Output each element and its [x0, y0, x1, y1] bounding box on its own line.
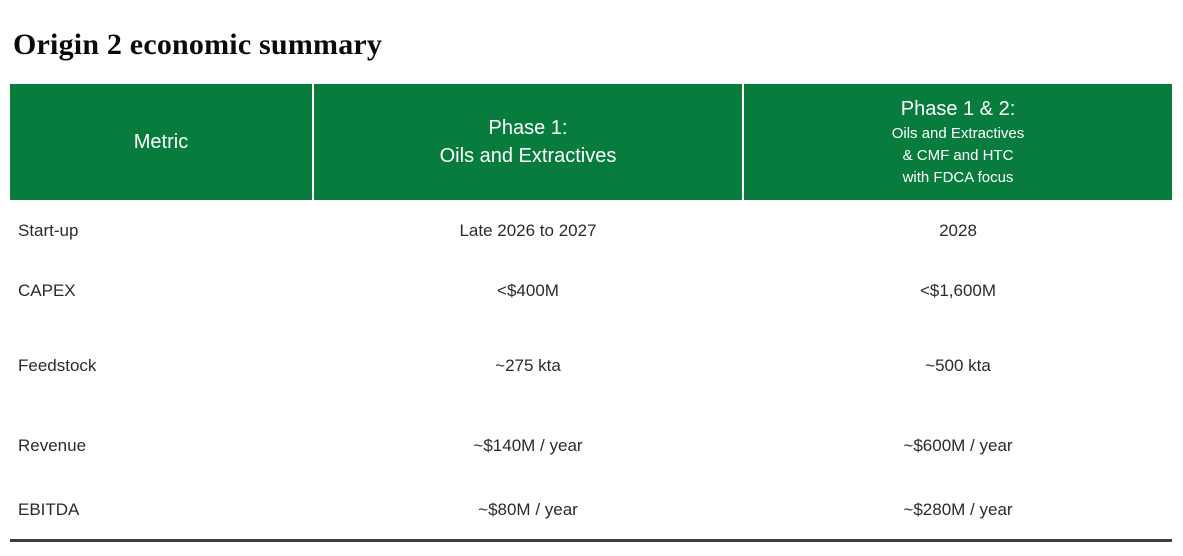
header-label: Phase 1 & 2: — [900, 98, 1016, 120]
header-sublabel: with FDCA focus — [902, 169, 1014, 186]
header-cell-phase1: Phase 1: Oils and Extractives — [314, 84, 742, 200]
metric-cell: Start-up — [18, 220, 79, 240]
table-body: Start-up Late 2026 to 2027 2028 CAPEX <$… — [10, 200, 1172, 542]
phase12-cell: <$1,600M — [919, 281, 997, 300]
metric-cell: CAPEX — [18, 281, 76, 300]
table-row: Feedstock ~275 kta ~500 kta — [10, 321, 1172, 411]
phase1-cell: <$400M — [497, 281, 559, 300]
header-cell-metric: Metric — [10, 84, 312, 200]
metric-cell: EBITDA — [18, 500, 80, 519]
table-header-row: Metric Phase 1: Oils and Extractives Pha… — [10, 84, 1172, 200]
phase1-cell: ~$140M / year — [473, 436, 583, 455]
phase12-cell: 2028 — [939, 220, 977, 240]
header-sublabel: Oils and Extractives — [891, 125, 1025, 142]
table-row: Revenue ~$140M / year ~$600M / year — [10, 411, 1172, 481]
phase12-cell: ~$600M / year — [903, 436, 1013, 455]
economic-summary-table: Metric Phase 1: Oils and Extractives Pha… — [10, 84, 1172, 542]
metric-cell: Revenue — [18, 436, 87, 455]
table-row: Start-up Late 2026 to 2027 2028 — [10, 200, 1172, 261]
phase1-cell: ~$80M / year — [478, 500, 578, 519]
table-row: CAPEX <$400M <$1,600M — [10, 261, 1172, 321]
phase1-cell: ~275 kta — [495, 356, 561, 375]
header-label: Oils and Extractives — [439, 145, 617, 167]
header-label: Phase 1: — [488, 117, 568, 139]
phase12-cell: ~$280M / year — [903, 500, 1013, 519]
header-cell-phase1and2: Phase 1 & 2: Oils and Extractives & CMF … — [744, 84, 1172, 200]
metric-cell: Feedstock — [18, 356, 97, 375]
header-label: Metric — [133, 131, 189, 153]
header-sublabel: & CMF and HTC — [902, 147, 1014, 164]
phase1-cell: Late 2026 to 2027 — [459, 220, 597, 240]
phase12-cell: ~500 kta — [925, 356, 991, 375]
table-row: EBITDA ~$80M / year ~$280M / year — [10, 481, 1172, 539]
page-title: Origin 2 economic summary — [13, 28, 383, 62]
